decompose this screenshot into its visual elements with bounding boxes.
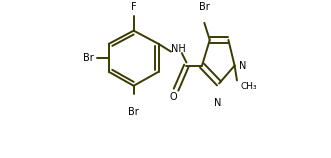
Text: N: N [239,61,247,71]
Text: NH: NH [171,43,186,54]
Text: CH₃: CH₃ [241,82,258,91]
Text: F: F [131,2,136,12]
Text: N: N [214,98,221,108]
Text: Br: Br [128,107,139,117]
Text: Br: Br [83,53,94,63]
Text: Br: Br [199,2,210,12]
Text: O: O [169,92,177,102]
